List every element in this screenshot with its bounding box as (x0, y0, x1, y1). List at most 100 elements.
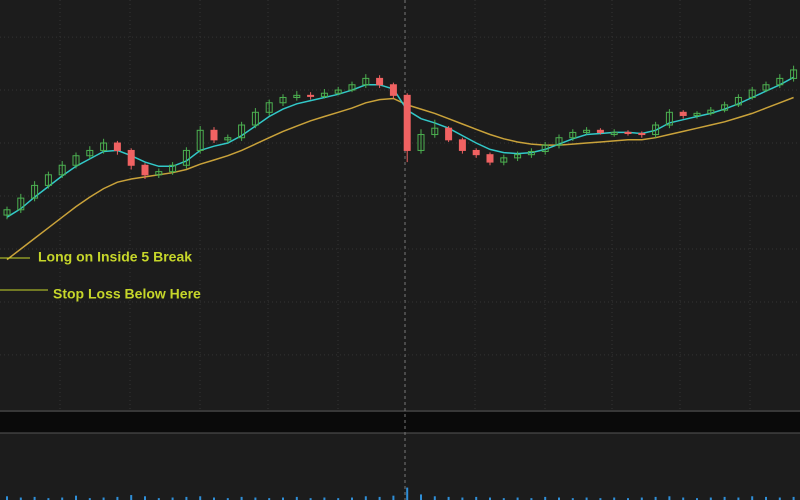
volume-bar (737, 497, 740, 500)
candle-body (500, 157, 508, 163)
candle-body (251, 111, 259, 126)
volume-bar (640, 497, 643, 500)
candle-body (307, 94, 315, 97)
volume-bar (682, 497, 685, 500)
candle-body (293, 94, 301, 98)
candle-body (210, 129, 218, 141)
volume-bar (240, 496, 243, 500)
candle-body (472, 149, 480, 156)
volume-bar (709, 497, 712, 500)
volume-bar (558, 497, 560, 500)
volume-bar (213, 497, 215, 500)
volume-bar (19, 497, 22, 500)
volume-bar (475, 496, 478, 500)
volume-bar (544, 496, 547, 500)
candle-body (155, 171, 163, 176)
candle-body (196, 129, 204, 151)
candle-body (624, 131, 632, 134)
volume-bar (530, 498, 533, 500)
candle-body (514, 154, 522, 159)
volume-bar (668, 496, 671, 500)
volume-bar (654, 496, 657, 500)
candle-body (458, 139, 466, 151)
candle-body (748, 89, 756, 98)
candle-body (527, 150, 535, 156)
candle-body (182, 149, 190, 166)
volume-bar (447, 496, 450, 500)
volume-bar (364, 496, 367, 500)
volume-bar (406, 487, 409, 500)
candle-body (445, 127, 453, 141)
candle-body (652, 124, 660, 136)
candle-body (583, 129, 591, 133)
volume-bar (309, 498, 312, 500)
candle-body (376, 77, 384, 86)
candle-body (100, 142, 108, 151)
candle-body (610, 131, 618, 136)
volume-bar (130, 495, 133, 500)
moving-average-line (6, 76, 794, 218)
candle-body (721, 104, 729, 111)
volume-bar (461, 497, 464, 500)
candle-body (790, 69, 798, 79)
candle-body (113, 142, 121, 151)
volume-bar (792, 496, 795, 500)
volume-bar (489, 497, 491, 500)
volume-bar (778, 497, 781, 500)
volume-bar (268, 498, 271, 500)
candle-body (734, 96, 742, 106)
candle-body (486, 154, 494, 163)
volume-bar (351, 497, 353, 500)
candle-body (31, 184, 39, 199)
candle-body (403, 94, 411, 151)
volume-bar (392, 495, 395, 500)
candle-body (265, 102, 273, 113)
candle-body (707, 109, 715, 114)
candle-body (679, 111, 687, 116)
volume-bar (502, 498, 505, 500)
volume-bar (199, 496, 202, 500)
candle-body (389, 84, 397, 96)
candle-body (17, 197, 25, 211)
candle-body (776, 77, 784, 86)
volume-bar (723, 496, 726, 500)
candle-body (569, 131, 577, 139)
candle-body (3, 209, 11, 216)
volume-bar (282, 497, 284, 500)
candle-body (169, 164, 177, 173)
volume-bar (378, 496, 381, 500)
volume-bar (102, 497, 105, 500)
volume-bar (88, 498, 91, 500)
volume-bar (751, 496, 754, 500)
candle-body (141, 164, 149, 176)
candle-body (431, 127, 439, 136)
candle-body (665, 111, 673, 126)
volume-bar (47, 498, 50, 500)
moving-average-line (6, 96, 794, 261)
candle-body (86, 149, 94, 157)
candle-body (224, 137, 232, 141)
volume-bar (33, 496, 36, 500)
volume-bar (599, 498, 602, 500)
volume-bar (337, 498, 340, 500)
volume-bar (171, 497, 174, 500)
volume-bar (61, 497, 64, 500)
volume-bar (627, 498, 629, 500)
volume-bar (226, 498, 229, 500)
candle-body (72, 155, 80, 166)
volume-bar (696, 498, 698, 500)
candle-body (555, 137, 563, 146)
annotation-text: Stop Loss Below Here (53, 286, 201, 302)
candle-body (58, 164, 66, 176)
candle-body (762, 84, 770, 91)
candle-body (596, 129, 604, 133)
vertical-grid (59, 0, 751, 411)
volume-bar (323, 497, 326, 500)
volume-bar (765, 496, 767, 500)
volume-bar (571, 498, 574, 500)
volume-bar (516, 497, 519, 500)
candle-body (238, 124, 246, 139)
candle-body (44, 174, 52, 186)
volume-bar (75, 495, 77, 500)
